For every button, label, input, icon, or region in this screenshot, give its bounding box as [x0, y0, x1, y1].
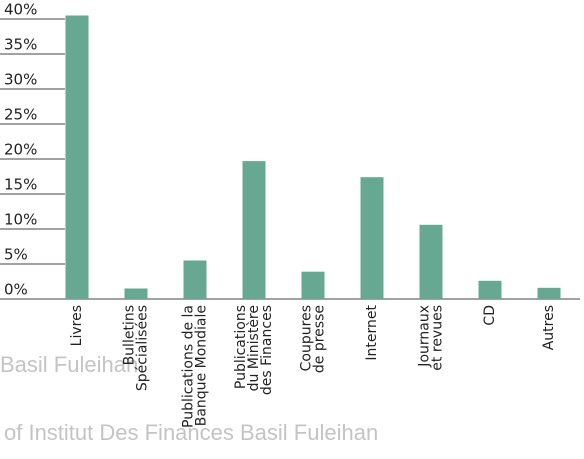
- x-tick-label: BulletinsSpécialisées: [122, 305, 151, 391]
- bar: [124, 288, 148, 299]
- bar: [478, 280, 502, 299]
- x-tick-label: Journauxet revues: [417, 305, 446, 371]
- y-tick-label: 20%: [4, 141, 37, 159]
- x-tick-label: Livres: [69, 305, 85, 346]
- bar: [537, 287, 561, 299]
- y-tick-label: 10%: [4, 211, 37, 229]
- x-tick-label: Publicationsdu Ministèredes Finances: [233, 305, 275, 395]
- y-tick-label: 30%: [4, 71, 37, 89]
- y-tick-label: 15%: [4, 176, 37, 194]
- x-tick-label: CD: [482, 305, 498, 326]
- bar: [419, 224, 443, 299]
- y-tick-label: 25%: [4, 106, 37, 124]
- x-tick-label: Coupuresde presse: [299, 305, 328, 373]
- bar: [360, 177, 384, 299]
- watermark: of Institut Des Finances Basil Fuleihan: [4, 420, 378, 445]
- y-tick-label: 5%: [4, 246, 28, 264]
- x-tick-label: Autres: [541, 305, 557, 350]
- bar: [65, 15, 89, 299]
- y-tick-label: 0%: [4, 281, 28, 299]
- bar: [242, 161, 266, 299]
- x-tick-label: Publications de laBanque Mondiale: [181, 305, 210, 428]
- bar: [301, 271, 325, 299]
- x-tick-label: Internet: [364, 304, 380, 360]
- y-tick-label: 35%: [4, 36, 37, 54]
- watermark: Basil Fuleihan: [0, 352, 138, 377]
- y-tick-label: 40%: [4, 1, 37, 19]
- bar: [183, 260, 207, 299]
